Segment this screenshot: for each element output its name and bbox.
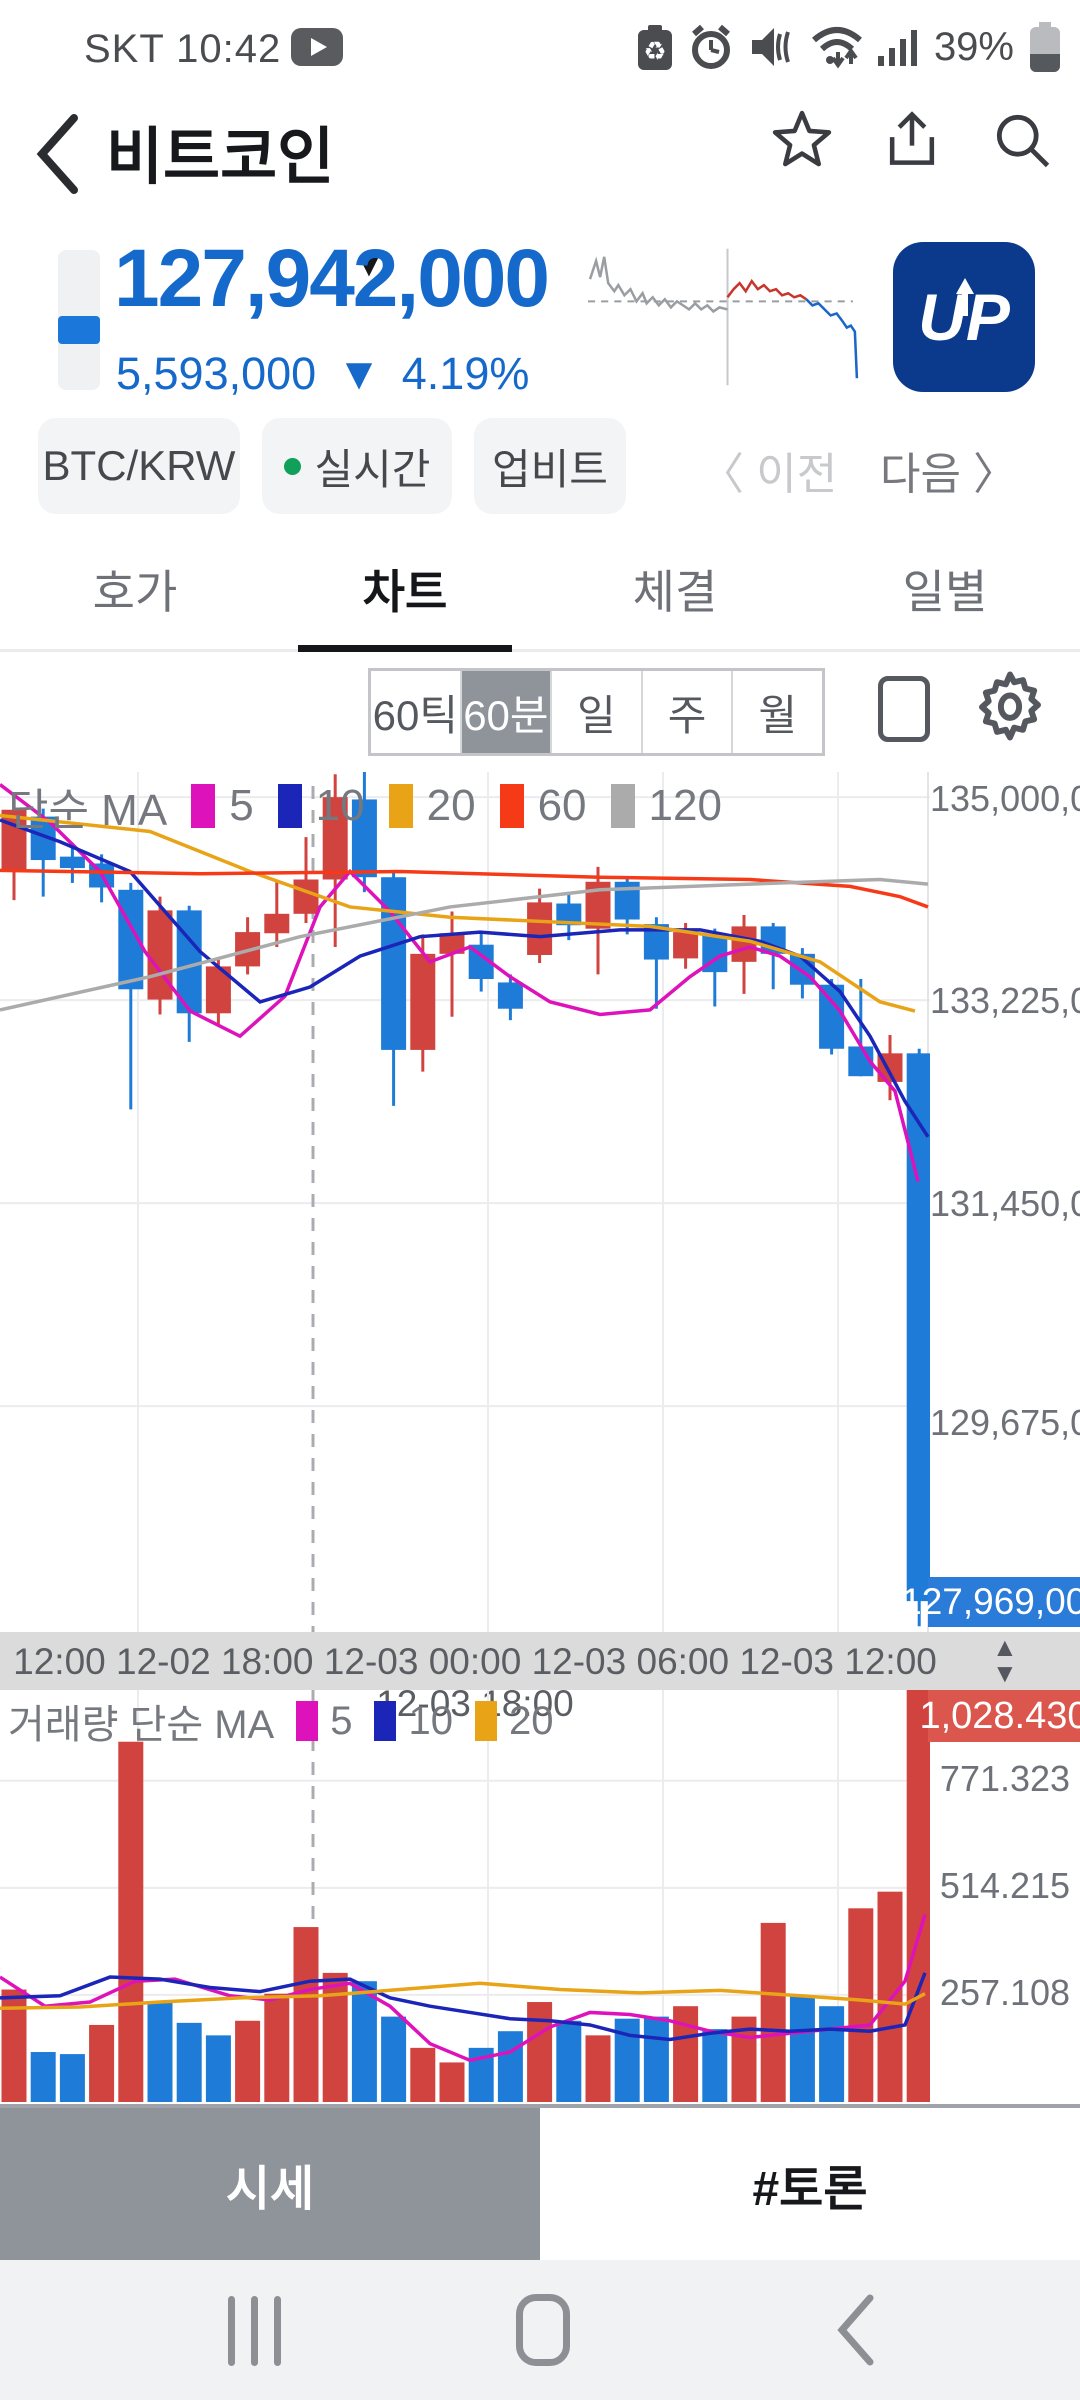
legend-period: 5 bbox=[330, 1698, 353, 1743]
share-icon[interactable] bbox=[878, 106, 946, 174]
legend-swatch-ma5 bbox=[296, 1701, 319, 1741]
legend-swatch-ma120 bbox=[610, 784, 635, 828]
svg-text:♻: ♻ bbox=[643, 36, 666, 66]
legend-period: 60 bbox=[537, 781, 587, 830]
home-icon[interactable] bbox=[516, 2294, 570, 2366]
interval-day[interactable]: 일 bbox=[552, 671, 643, 753]
gear-icon[interactable] bbox=[968, 664, 1052, 753]
legend-period: 5 bbox=[229, 781, 254, 830]
chart-style-checkbox[interactable] bbox=[878, 676, 930, 742]
legend-swatch-ma5 bbox=[191, 784, 216, 828]
candlestick-plot[interactable] bbox=[0, 772, 930, 1632]
price-range-indicator bbox=[58, 316, 100, 344]
bottom-tab-bar: 시세 #토론 bbox=[0, 2104, 1080, 2260]
legend-title: 단순 MA bbox=[8, 786, 168, 835]
title-caret-icon[interactable]: ▼ bbox=[352, 246, 386, 284]
axis-resize-handle[interactable]: ▲ ▼ bbox=[992, 1632, 1018, 1688]
y-tick: 135,000,000 bbox=[930, 778, 1080, 819]
wifi-icon bbox=[811, 27, 862, 69]
prev-button[interactable]: 〈 이전 bbox=[700, 450, 838, 499]
down-triangle-icon: ▼ bbox=[336, 348, 382, 399]
legend-swatch-ma20 bbox=[388, 784, 413, 828]
carrier-time-text: SKT 10:42 bbox=[84, 27, 282, 71]
main-tabs: 호가 차트 체결 일별 bbox=[0, 532, 1080, 652]
back-icon[interactable] bbox=[28, 112, 88, 196]
change-percent: 4.19% bbox=[401, 348, 530, 399]
legend-period: 20 bbox=[426, 781, 476, 830]
battery-saver-icon: ♻ bbox=[637, 25, 672, 70]
interval-week[interactable]: 주 bbox=[643, 671, 734, 753]
realtime-dot-icon bbox=[283, 457, 301, 475]
current-volume-tag: 1,028.430 bbox=[919, 1690, 1080, 1742]
interval-60tick[interactable]: 60틱 bbox=[371, 671, 462, 753]
legend-period: 10 bbox=[408, 1698, 453, 1743]
star-icon[interactable] bbox=[768, 106, 836, 174]
tab-chart[interactable]: 차트 bbox=[362, 566, 448, 618]
alarm-icon bbox=[691, 24, 730, 69]
y-tick: 131,450,000 bbox=[930, 1183, 1080, 1224]
interval-segmented-control: 60틱 60분 일 주 월 bbox=[368, 668, 825, 756]
tab-orderbook[interactable]: 호가 bbox=[92, 566, 178, 618]
vol-tick: 257.108 bbox=[939, 1972, 1071, 2013]
carrier-time: SKT 10:42 bbox=[84, 24, 344, 72]
realtime-pill[interactable]: 실시간 bbox=[262, 418, 452, 514]
y-tick: 133,225,000 bbox=[930, 980, 1080, 1021]
exchange-pill[interactable]: 업비트 bbox=[474, 418, 626, 514]
signal-icon bbox=[877, 30, 917, 66]
vol-tick: 514.215 bbox=[939, 1865, 1071, 1906]
youtube-pip-icon bbox=[291, 28, 344, 66]
price-ma-legend: 단순 MA 5 10 20 60 120 bbox=[8, 774, 722, 838]
legend-swatch-ma10 bbox=[277, 784, 302, 828]
legend-title: 거래량 단순 MA bbox=[8, 1703, 275, 1747]
volume-plot[interactable] bbox=[0, 1690, 930, 2104]
mute-icon bbox=[751, 28, 790, 66]
pair-pill[interactable]: BTC/KRW bbox=[38, 418, 240, 514]
legend-period: 120 bbox=[648, 781, 722, 830]
y-tick: 129,675,000 bbox=[930, 1402, 1080, 1443]
status-bar: SKT 10:42 ♻ 39% bbox=[0, 0, 1080, 90]
tab-daily[interactable]: 일별 bbox=[902, 566, 988, 618]
upbit-logo: UP bbox=[893, 242, 1035, 392]
battery-percent: 39% bbox=[933, 24, 1014, 69]
tab-trades[interactable]: 체결 bbox=[632, 566, 718, 618]
legend-swatch-ma60 bbox=[499, 784, 524, 828]
active-tab-underline bbox=[298, 645, 512, 652]
volume-chart[interactable]: 거래량 단순 MA 5 10 20 1,028.430 771.323 514.215… bbox=[0, 1690, 1080, 2104]
legend-period: 10 bbox=[315, 781, 365, 830]
legend-swatch-ma20 bbox=[474, 1701, 497, 1741]
up-arrow-icon bbox=[956, 278, 974, 294]
tab-market[interactable]: 시세 bbox=[0, 2108, 540, 2260]
vol-tick: 771.323 bbox=[939, 1758, 1071, 1799]
tab-discussion[interactable]: #토론 bbox=[540, 2108, 1080, 2260]
price-change: 5,593,000 ▼ 4.19% bbox=[116, 348, 529, 400]
battery-icon bbox=[1030, 22, 1060, 72]
next-button[interactable]: 다음 〉 bbox=[880, 450, 1018, 499]
current-price-tag: 127,969,000 bbox=[901, 1577, 1080, 1627]
legend-period: 20 bbox=[508, 1698, 554, 1743]
system-navbar bbox=[0, 2260, 1080, 2400]
mini-sparkline bbox=[588, 248, 859, 386]
interval-month[interactable]: 월 bbox=[758, 691, 797, 739]
legend-swatch-ma10 bbox=[374, 1701, 397, 1741]
change-amount: 5,593,000 bbox=[116, 348, 317, 399]
interval-60min[interactable]: 60분 bbox=[461, 671, 553, 753]
nav-back-icon[interactable] bbox=[830, 2294, 880, 2366]
current-price: 127,942,000 bbox=[114, 233, 550, 324]
time-axis[interactable]: 12:00 12-02 18:00 12-03 00:00 12-03 06:0… bbox=[0, 1632, 1080, 1724]
tabs-divider bbox=[0, 649, 1080, 652]
page-title[interactable]: 비트코인 ▼ bbox=[106, 123, 386, 284]
volume-ma-legend: 거래량 단순 MA 5 10 20 bbox=[8, 1692, 553, 1750]
recents-icon[interactable] bbox=[228, 2296, 281, 2366]
search-icon[interactable] bbox=[988, 106, 1056, 174]
